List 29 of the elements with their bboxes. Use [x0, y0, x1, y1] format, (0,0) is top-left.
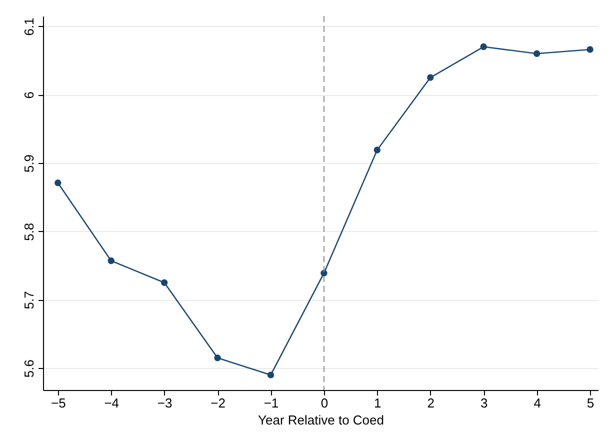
x-tick-label: −4 — [104, 396, 120, 410]
point — [214, 354, 221, 362]
y-tick-label: 5.9 — [22, 154, 36, 173]
y-tick-label: 5.7 — [22, 291, 36, 310]
point — [480, 43, 487, 50]
point — [54, 179, 62, 186]
y-tick-label: 5.6 — [22, 360, 36, 378]
x-tick-label: 5 — [586, 396, 594, 410]
point — [586, 46, 594, 53]
point — [533, 50, 540, 57]
y-tick-label: 6.1 — [22, 18, 36, 36]
x-tick-label: 3 — [480, 396, 488, 410]
point — [267, 372, 274, 378]
y-tick-label: 6 — [22, 92, 36, 99]
point — [108, 257, 114, 264]
x-axis-title: Year Relative to Coed — [258, 412, 384, 428]
x-tick-label: 0 — [320, 396, 328, 410]
y-tick-label: 5.8 — [22, 222, 36, 241]
x-tick-label: 1 — [374, 396, 382, 410]
x-tick-label: 4 — [534, 396, 541, 410]
point — [427, 74, 434, 81]
x-tick-label: −5 — [50, 396, 66, 410]
x-tick-label: −1 — [264, 396, 279, 410]
point — [374, 146, 381, 154]
x-tick-label: −3 — [157, 396, 172, 410]
point — [320, 270, 328, 276]
x-tick-label: 2 — [427, 396, 434, 410]
x-tick-label: −2 — [210, 396, 226, 410]
point — [160, 279, 168, 286]
